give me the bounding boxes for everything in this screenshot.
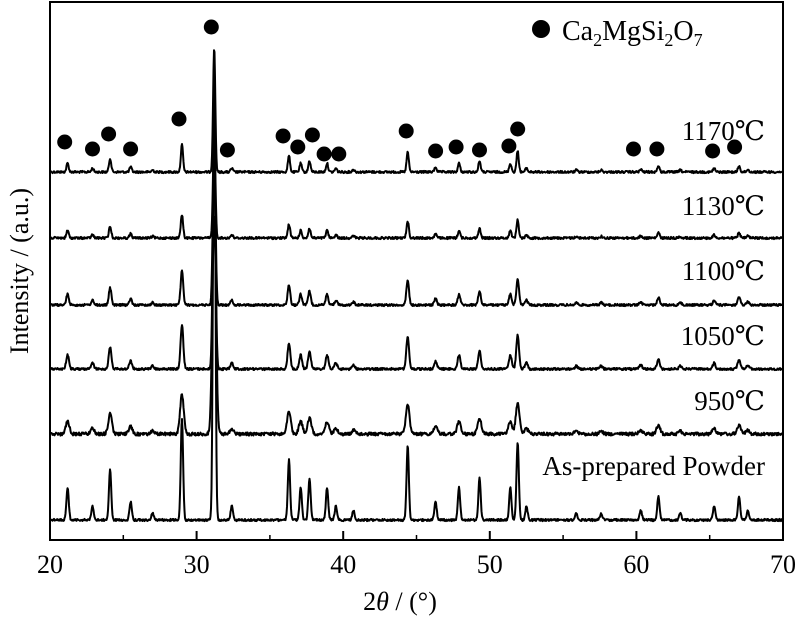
phase-peak-marker	[219, 142, 235, 158]
series-labels: 1170℃ 1130℃ 1100℃ 1050℃ 950℃ As-prepared Powd…	[542, 116, 765, 481]
phase-peak-marker	[316, 146, 332, 162]
x-tick-label: 40	[330, 550, 356, 579]
phase-peak-marker	[171, 111, 187, 127]
diffraction-trace	[50, 139, 783, 308]
phase-peak-marker	[275, 128, 291, 144]
series-label: 1170℃	[682, 116, 765, 146]
x-tick-label: 60	[623, 550, 649, 579]
phase-peak-marker	[123, 141, 139, 157]
phase-peak-markers	[57, 19, 743, 162]
phase-peak-marker	[57, 134, 73, 150]
diffraction-trace	[50, 215, 783, 437]
legend: Ca2MgSi2O7	[532, 16, 703, 50]
diffraction-trace	[50, 131, 783, 241]
x-axis-title: 2θ / (°)	[363, 587, 437, 616]
phase-peak-marker	[203, 19, 219, 35]
phase-peak-marker	[304, 127, 320, 143]
x-tick-label: 20	[37, 550, 63, 579]
phase-peak-marker	[472, 142, 487, 158]
phase-peak-marker	[290, 139, 306, 155]
x-tick-label: 70	[770, 550, 796, 579]
series-label: As-prepared Powder	[542, 451, 765, 481]
y-axis-title: Intensity / (a.u.)	[5, 188, 34, 354]
diffraction-trace	[50, 152, 783, 372]
phase-peak-marker	[428, 143, 444, 159]
series-label: 1130℃	[682, 191, 765, 221]
series-label: 1100℃	[682, 256, 765, 286]
phase-peak-marker	[85, 141, 100, 157]
diffraction-traces	[50, 49, 783, 523]
phase-peak-marker	[626, 141, 641, 157]
legend-marker-icon	[532, 20, 550, 38]
x-axis-ticks: 20 30 40 50 60 70	[37, 531, 796, 579]
x-tick-label: 50	[477, 550, 503, 579]
diffraction-trace	[50, 54, 783, 523]
phase-peak-marker	[727, 139, 743, 155]
diffraction-trace	[50, 49, 783, 175]
legend-label: Ca2MgSi2O7	[562, 16, 703, 50]
phase-peak-marker	[501, 138, 517, 154]
x-tick-label: 30	[184, 550, 210, 579]
series-label: 1050℃	[681, 321, 765, 351]
phase-peak-marker	[649, 141, 665, 157]
series-label: 950℃	[694, 386, 765, 416]
phase-peak-marker	[398, 123, 414, 139]
phase-peak-marker	[101, 126, 117, 142]
phase-peak-marker	[331, 146, 347, 162]
phase-peak-marker	[510, 121, 526, 137]
phase-peak-marker	[448, 139, 464, 155]
phase-peak-marker	[705, 143, 721, 159]
